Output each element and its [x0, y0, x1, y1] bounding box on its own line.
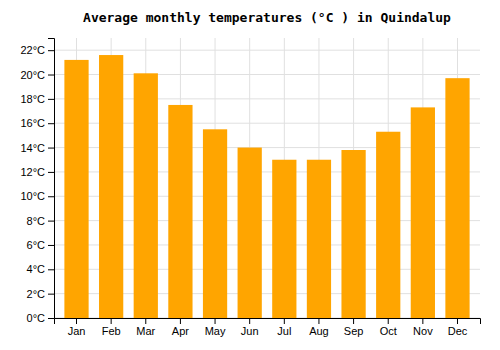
- x-axis: Jan Feb Mar Apr May Jun Jul Aug Sep Oct Nov Dec: [55, 318, 481, 337]
- y-tick-mark: [48, 123, 54, 124]
- y-tick-mark: [48, 245, 54, 246]
- x-tick: Oct: [380, 318, 397, 337]
- bar: [411, 107, 435, 318]
- y-tick-mark: [48, 196, 54, 197]
- y-tick-mark: [48, 172, 54, 173]
- x-tick: Apr: [172, 318, 189, 337]
- x-tick-label: Jul: [277, 325, 291, 337]
- y-tick-mark: [48, 294, 54, 295]
- grid-line: [54, 50, 480, 51]
- x-tick-label: Mar: [136, 325, 155, 337]
- bar: [307, 160, 331, 318]
- y-tick: 22°C: [20, 44, 54, 56]
- y-tick-label: 16°C: [20, 117, 45, 129]
- y-tick: 12°C: [20, 166, 54, 178]
- y-tick-mark: [48, 148, 54, 149]
- plot: Jan Feb Mar Apr May Jun Jul Aug Sep Oct Nov Dec 0°C 2…: [20, 38, 480, 337]
- x-tick-mark: [76, 318, 77, 324]
- y-tick: 16°C: [20, 117, 54, 129]
- x-tick: Jan: [68, 318, 86, 337]
- x-tick-mark: [111, 318, 112, 324]
- bar: [64, 60, 88, 318]
- x-tick-label: Sep: [344, 325, 364, 337]
- x-tick: Nov: [413, 318, 433, 337]
- x-tick-label: Feb: [102, 325, 121, 337]
- bar: [341, 150, 365, 318]
- y-tick-label: 12°C: [20, 166, 45, 178]
- y-tick-label: 6°C: [27, 239, 46, 251]
- x-tick-label: Dec: [448, 325, 468, 337]
- x-tick-label: Apr: [172, 325, 189, 337]
- x-tick-mark: [318, 318, 319, 324]
- x-tick-mark: [180, 318, 181, 324]
- x-tick: Jul: [277, 318, 291, 337]
- y-tick-mark: [48, 75, 54, 76]
- y-tick: 8°C: [27, 215, 54, 227]
- y-tick-label: 2°C: [27, 288, 46, 300]
- x-tick: Mar: [136, 318, 155, 337]
- bar: [203, 129, 227, 318]
- y-tick-label: 14°C: [20, 142, 45, 154]
- bar: [238, 148, 262, 318]
- y-axis: 0°C 2°C 4°C 6°C 8°C 10°C 12°C 14°C 16°C 18°C 20°C 2…: [20, 39, 54, 325]
- y-tick: 2°C: [27, 288, 54, 300]
- title: Average monthly temperatures (°C ) in Qu…: [83, 10, 451, 25]
- x-tick: Aug: [309, 318, 329, 337]
- x-tick-label: Jun: [241, 325, 259, 337]
- x-tick-mark: [353, 318, 354, 324]
- y-tick: 0°C: [27, 312, 54, 324]
- y-tick-mark: [48, 99, 54, 100]
- y-tick-label: 20°C: [20, 69, 45, 81]
- x-tick-label: May: [205, 325, 226, 337]
- bar: [99, 55, 123, 318]
- y-tick: 4°C: [27, 263, 54, 275]
- y-tick-mark: [48, 50, 54, 51]
- y-tick-label: 0°C: [27, 312, 46, 324]
- y-tick-mark: [48, 221, 54, 222]
- y-tick-label: 22°C: [20, 44, 45, 56]
- y-tick: 20°C: [20, 69, 54, 81]
- bar: [134, 73, 158, 318]
- bar: [272, 160, 296, 318]
- bar: [168, 105, 192, 318]
- x-tick-mark: [388, 318, 389, 324]
- x-tick-label: Oct: [380, 325, 397, 337]
- y-tick-label: 8°C: [27, 215, 46, 227]
- y-tick: 6°C: [27, 239, 54, 251]
- y-tick: 14°C: [20, 142, 54, 154]
- x-tick: Feb: [102, 318, 121, 337]
- x-tick: Dec: [448, 318, 468, 337]
- y-tick: 18°C: [20, 93, 54, 105]
- y-axis-line: [48, 39, 55, 319]
- x-tick-label: Jan: [68, 325, 86, 337]
- y-tick-label: 18°C: [20, 93, 45, 105]
- x-tick-mark: [422, 318, 423, 324]
- x-tick-mark: [284, 318, 285, 324]
- x-axis-line: [55, 319, 481, 325]
- grid: [54, 38, 480, 318]
- x-tick-mark: [215, 318, 216, 324]
- y-tick-mark: [48, 269, 54, 270]
- bar: [376, 132, 400, 318]
- x-tick-mark: [145, 318, 146, 324]
- x-tick: Sep: [344, 318, 364, 337]
- y-tick: 10°C: [20, 190, 54, 202]
- bars: [64, 55, 469, 318]
- x-tick-label: Nov: [413, 325, 433, 337]
- chart: Jan Feb Mar Apr May Jun Jul Aug Sep Oct Nov Dec 0°C 2…: [0, 0, 500, 350]
- x-tick-mark: [457, 318, 458, 324]
- bar: [445, 78, 469, 318]
- x-tick: May: [205, 318, 226, 337]
- x-tick-label: Aug: [309, 325, 329, 337]
- y-tick-mark: [48, 318, 54, 319]
- y-tick-label: 4°C: [27, 263, 46, 275]
- x-tick: Jun: [241, 318, 259, 337]
- x-tick-mark: [249, 318, 250, 324]
- y-tick-label: 10°C: [20, 190, 45, 202]
